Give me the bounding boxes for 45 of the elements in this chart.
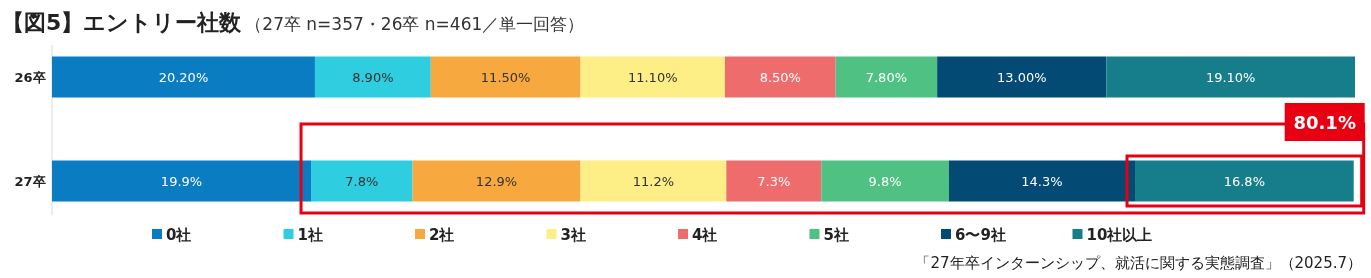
y-tick-label: 26卒 [14,70,46,85]
y-tick-label: 27卒 [14,174,46,189]
bar [311,160,413,202]
bar [835,56,938,98]
legend-label: 10社以上 [1086,226,1153,244]
bar [314,56,431,98]
data-label: 11.2% [632,174,675,189]
bar [821,160,949,202]
bar [430,56,581,98]
chart-title: 【図5】エントリー社数 [2,10,243,35]
legend-label: 3社 [560,226,586,244]
data-label: 14.3% [1021,174,1063,189]
legend-label: 0社 [166,226,192,244]
bar [726,160,822,202]
bar [948,160,1136,202]
bar [937,56,1107,98]
data-label: 7.80% [865,70,908,85]
legend-label: 6〜9社 [955,226,1006,244]
annotation: 80.1% [1293,112,1356,133]
data-label: 11.10% [627,70,678,85]
bar [724,56,836,98]
data-label: 7.8% [345,174,379,189]
bar [1106,56,1355,98]
data-label: 11.50% [480,70,531,85]
data-label: 20.20% [158,70,209,85]
data-label: 13.00% [996,70,1047,85]
legend-label: 2社 [429,226,455,244]
chart-subtitle: （27卒 n=357・26卒 n=461／単一回答） [245,14,585,34]
data-label: 7.3% [757,174,791,189]
data-label: 12.9% [475,174,518,189]
bar [580,160,727,202]
legend-label: 4社 [692,226,718,244]
data-label: 19.9% [160,174,203,189]
legend-label: 5社 [823,226,849,244]
text: 「27年卒インターンシップ、就活に関する実態調査」（2025.7） [915,254,1362,272]
data-label: 19.10% [1205,70,1256,85]
bar [52,56,315,98]
data-label: 8.50% [759,70,801,85]
legend-label: 1社 [297,226,323,244]
bar [412,160,581,202]
bar [52,160,312,202]
data-label: 8.90% [352,70,394,85]
bar [580,56,725,98]
data-label: 9.8% [868,174,902,189]
data-label: 16.8% [1223,174,1266,189]
